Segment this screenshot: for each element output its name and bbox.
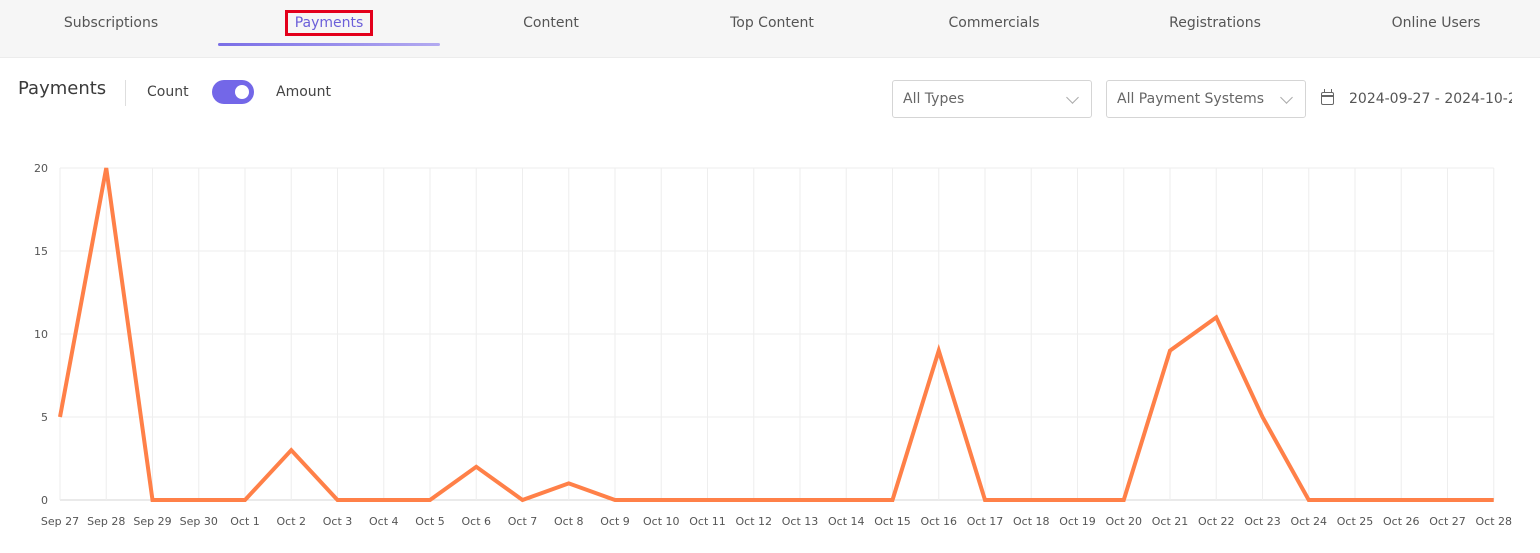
y-axis: 0 5 10 15 20 (34, 162, 48, 507)
x-tick-label: Oct 13 (782, 515, 819, 528)
tab-subscriptions[interactable]: Subscriptions (0, 0, 222, 46)
tab-label: Top Content (730, 15, 814, 31)
x-tick-label: Oct 4 (369, 515, 399, 528)
toggle-knob (235, 85, 249, 99)
x-tick-label: Oct 24 (1290, 515, 1327, 528)
x-tick-label: Oct 5 (415, 515, 445, 528)
tab-label: Registrations (1169, 15, 1261, 31)
y-tick-label: 0 (41, 494, 48, 507)
x-tick-label: Oct 3 (323, 515, 353, 528)
x-tick-label: Oct 27 (1429, 515, 1466, 528)
count-amount-toggle[interactable] (212, 80, 254, 104)
tab-label: Commercials (948, 15, 1040, 31)
x-tick-label: Oct 17 (967, 515, 1004, 528)
x-tick-label: Sep 27 (41, 515, 79, 528)
y-tick-label: 5 (41, 411, 48, 424)
x-tick-label: Oct 8 (554, 515, 584, 528)
x-tick-label: Oct 6 (461, 515, 491, 528)
y-tick-label: 20 (34, 162, 48, 175)
x-tick-label: Oct 7 (508, 515, 538, 528)
tab-label: Online Users (1391, 15, 1481, 31)
y-tick-label: 15 (34, 245, 48, 258)
tab-bar: Subscriptions Payments Content Top Conte… (0, 0, 1540, 58)
x-tick-label: Oct 28 (1475, 515, 1512, 528)
x-tick-label: Oct 22 (1198, 515, 1235, 528)
tab-registrations[interactable]: Registrations (1104, 0, 1326, 46)
x-tick-label: Oct 21 (1152, 515, 1189, 528)
calendar-icon[interactable] (1321, 89, 1334, 105)
page-title: Payments (18, 78, 107, 99)
type-filter-value: All Types (903, 91, 965, 107)
x-tick-label: Sep 28 (87, 515, 125, 528)
type-filter-select[interactable]: All Types (892, 80, 1092, 118)
x-tick-label: Oct 10 (643, 515, 680, 528)
x-tick-label: Sep 29 (133, 515, 171, 528)
x-tick-label: Oct 18 (1013, 515, 1050, 528)
tab-commercials[interactable]: Commercials (883, 0, 1105, 46)
x-tick-label: Oct 1 (230, 515, 260, 528)
x-tick-label: Sep 30 (180, 515, 218, 528)
x-tick-label: Oct 15 (874, 515, 911, 528)
payments-line-chart: 0 5 10 15 20 Sep 27 Sep 28 Sep 29 Sep 30 Oct 1 Oc… (34, 162, 1512, 528)
divider (125, 80, 126, 106)
tab-payments[interactable]: Payments (218, 0, 440, 46)
y-tick-label: 10 (34, 328, 48, 341)
tab-online-users[interactable]: Online Users (1325, 0, 1540, 46)
tab-label: Content (523, 15, 579, 31)
x-tick-label: Oct 25 (1337, 515, 1374, 528)
x-tick-label: Oct 12 (735, 515, 772, 528)
chevron-down-icon (1066, 91, 1079, 104)
tab-label: Payments (284, 10, 374, 36)
x-axis: Sep 27 Sep 28 Sep 29 Sep 30 Oct 1 Oct 2 Oct 3 O… (41, 515, 1512, 528)
chart-toolbar: Payments Count Amount All Types All Paym… (0, 58, 1540, 130)
payment-system-value: All Payment Systems (1117, 91, 1265, 107)
x-tick-label: Oct 2 (276, 515, 306, 528)
x-tick-label: Oct 23 (1244, 515, 1281, 528)
x-tick-label: Oct 11 (689, 515, 726, 528)
x-tick-label: Oct 16 (920, 515, 957, 528)
tab-top-content[interactable]: Top Content (661, 0, 883, 46)
series-line (58, 167, 1494, 503)
date-range-picker[interactable]: 2024-09-27 - 2024-10-27 (1349, 91, 1512, 107)
tab-label: Subscriptions (63, 15, 159, 31)
x-tick-label: Oct 14 (828, 515, 865, 528)
payment-system-select[interactable]: All Payment Systems (1106, 80, 1306, 118)
tab-content[interactable]: Content (440, 0, 662, 46)
x-tick-label: Oct 19 (1059, 515, 1096, 528)
chevron-down-icon (1280, 91, 1293, 104)
x-tick-label: Oct 26 (1383, 515, 1420, 528)
count-label: Count (147, 84, 189, 100)
amount-label: Amount (276, 84, 332, 100)
chart-grid (59, 167, 1495, 501)
x-tick-label: Oct 9 (600, 515, 630, 528)
x-tick-label: Oct 20 (1105, 515, 1142, 528)
